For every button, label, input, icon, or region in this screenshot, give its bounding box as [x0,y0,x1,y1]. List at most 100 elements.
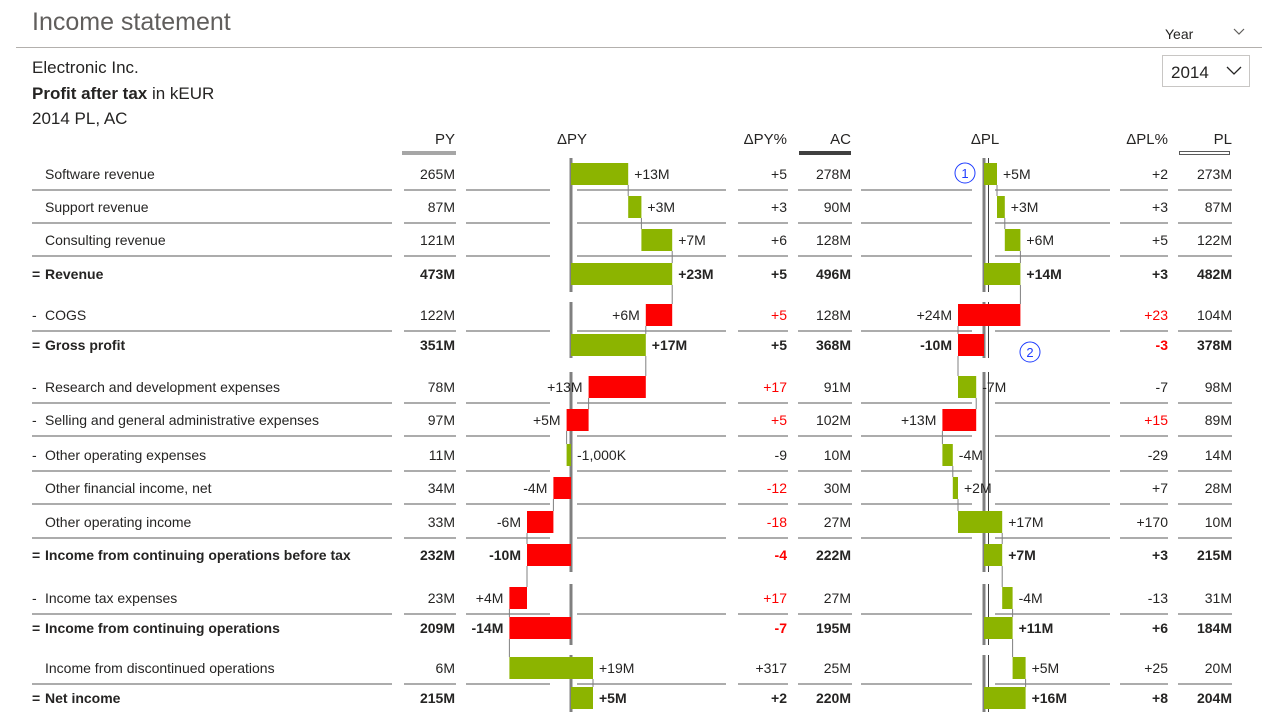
dpy-pct-value: -4 [774,547,787,563]
pl-value: 482M [1196,266,1232,282]
py-value: 473M [419,266,455,282]
pl-value: 98M [1204,379,1232,395]
row-prefix: - [32,412,37,428]
row-prefix: - [32,590,37,606]
dpy-label: -14M [471,620,503,636]
dpy-bar [571,687,593,709]
dpl-axis [982,584,986,645]
dpl-bar [984,263,1021,285]
dpy-label: +4M [476,590,504,606]
measure-unit: in kEUR [147,84,215,103]
dpy-pct-value: +17 [763,590,787,606]
dpy-label: -10M [489,547,521,563]
row-label: Consulting revenue [45,232,166,248]
row-prefix: = [32,620,41,636]
dpl-bar [958,334,984,356]
dpy-bar [566,409,589,431]
dpl-axis-line [988,655,989,712]
row-label: COGS [45,307,87,323]
dpl-pct-value: +3 [1152,547,1168,563]
column-header-py: PY [434,131,455,148]
ac-value: 128M [815,232,851,248]
page-title: Income statement [32,8,231,36]
dpl-pct-value: -13 [1147,590,1168,606]
row-label: Software revenue [45,166,155,182]
dpy-axis [569,158,573,292]
ac-value: 27M [823,590,851,606]
dpl-pct-value: +170 [1136,514,1168,530]
py-value: 215M [419,690,455,706]
dpy-bar [571,263,673,285]
ac-value: 496M [815,266,851,282]
dpl-label: -10M [920,337,952,353]
dpl-label: +17M [1008,514,1043,530]
py-value: 23M [427,590,455,606]
row-label: Revenue [45,266,104,282]
ac-value: 368M [815,337,851,353]
dpy-bar [553,477,571,499]
dpy-pct-value: +2 [771,690,787,706]
column-header-dpl-pct: ΔPL% [1126,131,1168,148]
dpl-bar [952,477,958,499]
pl-value: 20M [1204,660,1232,676]
pl-value: 378M [1196,337,1232,353]
dpl-bar [984,544,1003,566]
dpl-bar [958,511,1003,533]
dpl-bar [958,304,1021,326]
row-prefix: = [32,266,41,282]
dpy-label: +5M [599,690,627,706]
dpy-bar [509,657,593,679]
dpy-pct-value: +5 [771,266,787,282]
dpl-bar [997,196,1005,218]
ac-value: 128M [815,307,851,323]
dpl-pct-value: +5 [1152,232,1168,248]
dpl-bar [984,687,1026,709]
dpy-bar [628,196,642,218]
py-value: 121M [419,232,455,248]
dpy-label: +13M [634,166,669,182]
pl-value: 104M [1196,307,1232,323]
dpy-label: +5M [533,412,561,428]
pl-value: 31M [1204,590,1232,606]
row-prefix: = [32,690,41,706]
dpy-label: +7M [678,232,706,248]
dpy-label: +3M [647,199,675,215]
row-label: Income from discontinued operations [45,660,275,676]
dpy-pct-value: +5 [771,412,787,428]
dpl-label: -7M [982,379,1006,395]
dpl-pct-value: +7 [1152,480,1168,496]
dpy-pct-value: -9 [774,447,787,463]
dpl-pct-value: +3 [1152,266,1168,282]
dpl-bar [1012,657,1026,679]
column-header-dpy-pct: ΔPY% [743,131,787,148]
py-value: 6M [435,660,455,676]
dpl-axis-line [988,372,989,572]
dpl-pct-value: +2 [1152,166,1168,182]
dpy-bar [527,511,554,533]
dpy-pct-value: -12 [766,480,787,496]
dpl-label: -4M [959,447,983,463]
pl-header-underline [1179,151,1230,155]
chevron-down-icon[interactable] [1232,24,1246,38]
dpl-pct-value: +6 [1152,620,1168,636]
ac-value: 10M [823,447,851,463]
row-label: Support revenue [45,199,149,215]
dpy-label: -4M [523,480,547,496]
dpl-label: +2M [964,480,992,496]
pl-value: 28M [1204,480,1232,496]
year-dropdown[interactable]: 2014 [1162,55,1250,87]
dpl-axis [982,372,986,572]
dpl-label: +13M [901,412,936,428]
marker-2-icon [1019,341,1041,363]
column-header-pl: PL [1213,131,1232,148]
row-label: Other financial income, net [45,480,212,496]
ac-value: 90M [823,199,851,215]
marker-1-label: 1 [961,166,968,181]
dpl-axis [982,158,986,292]
dpl-bar [942,409,977,431]
measure-name: Profit after tax [32,84,148,103]
marker-1-icon [954,162,976,184]
column-header-dpl: ΔPL [970,131,1000,148]
py-value: 34M [427,480,455,496]
